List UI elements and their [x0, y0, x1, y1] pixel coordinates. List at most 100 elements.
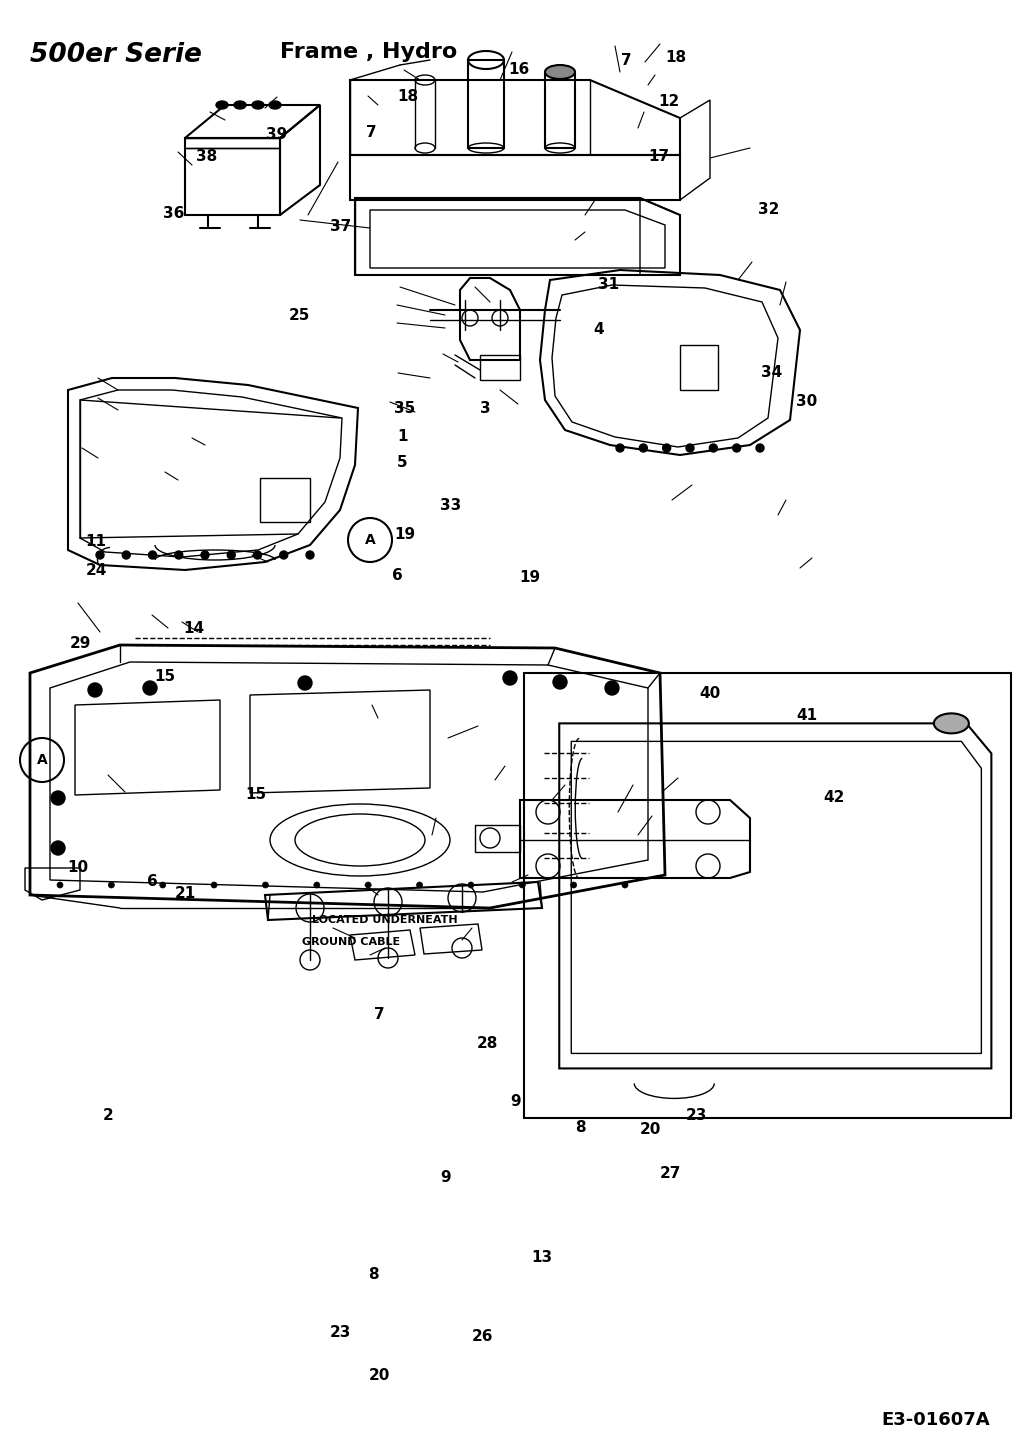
Text: Frame , Hydro: Frame , Hydro: [280, 42, 457, 62]
Circle shape: [51, 790, 65, 805]
Text: 2: 2: [103, 1108, 114, 1123]
Text: 6: 6: [392, 568, 402, 582]
Text: 15: 15: [155, 669, 175, 683]
Circle shape: [365, 881, 372, 889]
Text: 18: 18: [397, 90, 418, 104]
Text: 1: 1: [397, 429, 408, 444]
Text: 9: 9: [441, 1170, 451, 1185]
Circle shape: [88, 683, 102, 696]
Text: 7: 7: [621, 53, 632, 68]
Text: 37: 37: [330, 220, 351, 234]
Circle shape: [201, 551, 209, 559]
Text: 20: 20: [640, 1123, 660, 1137]
Text: 500er Serie: 500er Serie: [30, 42, 202, 68]
Ellipse shape: [252, 101, 264, 108]
Text: GROUND CABLE: GROUND CABLE: [302, 938, 400, 946]
Circle shape: [756, 444, 764, 452]
Text: LOCATED UNDERNEATH: LOCATED UNDERNEATH: [312, 916, 457, 925]
Text: E3-01607A: E3-01607A: [881, 1410, 990, 1429]
Text: 7: 7: [366, 126, 377, 140]
Circle shape: [280, 551, 288, 559]
Text: A: A: [364, 533, 376, 548]
Ellipse shape: [216, 101, 228, 108]
Circle shape: [503, 670, 517, 685]
Circle shape: [160, 881, 166, 889]
Text: 23: 23: [330, 1325, 351, 1340]
Text: 14: 14: [184, 621, 204, 636]
Circle shape: [622, 881, 628, 889]
Text: 11: 11: [86, 535, 106, 549]
Circle shape: [174, 551, 183, 559]
Text: A: A: [36, 753, 47, 767]
Text: 40: 40: [700, 686, 720, 701]
Circle shape: [254, 551, 261, 559]
Circle shape: [149, 551, 157, 559]
Text: 23: 23: [686, 1108, 707, 1123]
Text: 35: 35: [394, 402, 415, 416]
Text: 8: 8: [575, 1120, 585, 1134]
Text: 33: 33: [441, 499, 461, 513]
Text: 10: 10: [67, 860, 88, 874]
Text: 29: 29: [70, 636, 91, 650]
Text: 41: 41: [797, 708, 817, 722]
Text: 13: 13: [531, 1250, 552, 1264]
Ellipse shape: [234, 101, 246, 108]
Text: 8: 8: [368, 1267, 379, 1282]
Text: 25: 25: [289, 308, 310, 322]
Text: 36: 36: [163, 207, 184, 221]
Circle shape: [227, 551, 235, 559]
Text: 3: 3: [480, 402, 490, 416]
Circle shape: [307, 551, 314, 559]
Circle shape: [96, 551, 104, 559]
Text: 5: 5: [397, 455, 408, 470]
Circle shape: [686, 444, 694, 452]
Circle shape: [314, 881, 320, 889]
Circle shape: [143, 681, 157, 695]
Circle shape: [298, 676, 312, 691]
Circle shape: [605, 681, 619, 695]
Circle shape: [709, 444, 717, 452]
Circle shape: [571, 881, 577, 889]
Circle shape: [519, 881, 525, 889]
Text: 4: 4: [593, 322, 604, 337]
Text: 38: 38: [196, 149, 217, 163]
Text: 27: 27: [660, 1166, 681, 1181]
Circle shape: [262, 881, 268, 889]
Circle shape: [467, 881, 474, 889]
Text: 19: 19: [519, 571, 540, 585]
Text: 42: 42: [824, 790, 844, 805]
Text: 32: 32: [759, 202, 779, 217]
Text: 6: 6: [148, 874, 158, 889]
Text: 18: 18: [666, 51, 686, 65]
Text: 28: 28: [477, 1036, 497, 1051]
Circle shape: [616, 444, 624, 452]
Circle shape: [212, 881, 217, 889]
Text: 34: 34: [762, 366, 782, 380]
Circle shape: [51, 841, 65, 855]
Ellipse shape: [545, 65, 575, 79]
Text: 15: 15: [246, 788, 266, 802]
Circle shape: [553, 675, 567, 689]
Text: 19: 19: [394, 527, 415, 542]
Text: 7: 7: [375, 1007, 385, 1022]
Circle shape: [57, 881, 63, 889]
Text: 20: 20: [369, 1368, 390, 1383]
Text: 17: 17: [648, 149, 669, 163]
Ellipse shape: [269, 101, 281, 108]
Circle shape: [640, 444, 647, 452]
Ellipse shape: [934, 714, 969, 734]
Text: 24: 24: [86, 564, 106, 578]
Text: 26: 26: [473, 1329, 493, 1344]
Circle shape: [122, 551, 130, 559]
Circle shape: [733, 444, 741, 452]
Text: 39: 39: [266, 127, 287, 142]
Circle shape: [663, 444, 671, 452]
Text: 21: 21: [175, 886, 196, 900]
Text: 30: 30: [797, 394, 817, 409]
Text: 16: 16: [509, 62, 529, 77]
Text: 9: 9: [511, 1094, 521, 1108]
Circle shape: [417, 881, 422, 889]
Text: 12: 12: [658, 94, 679, 108]
Circle shape: [108, 881, 115, 889]
Text: 31: 31: [599, 277, 619, 292]
